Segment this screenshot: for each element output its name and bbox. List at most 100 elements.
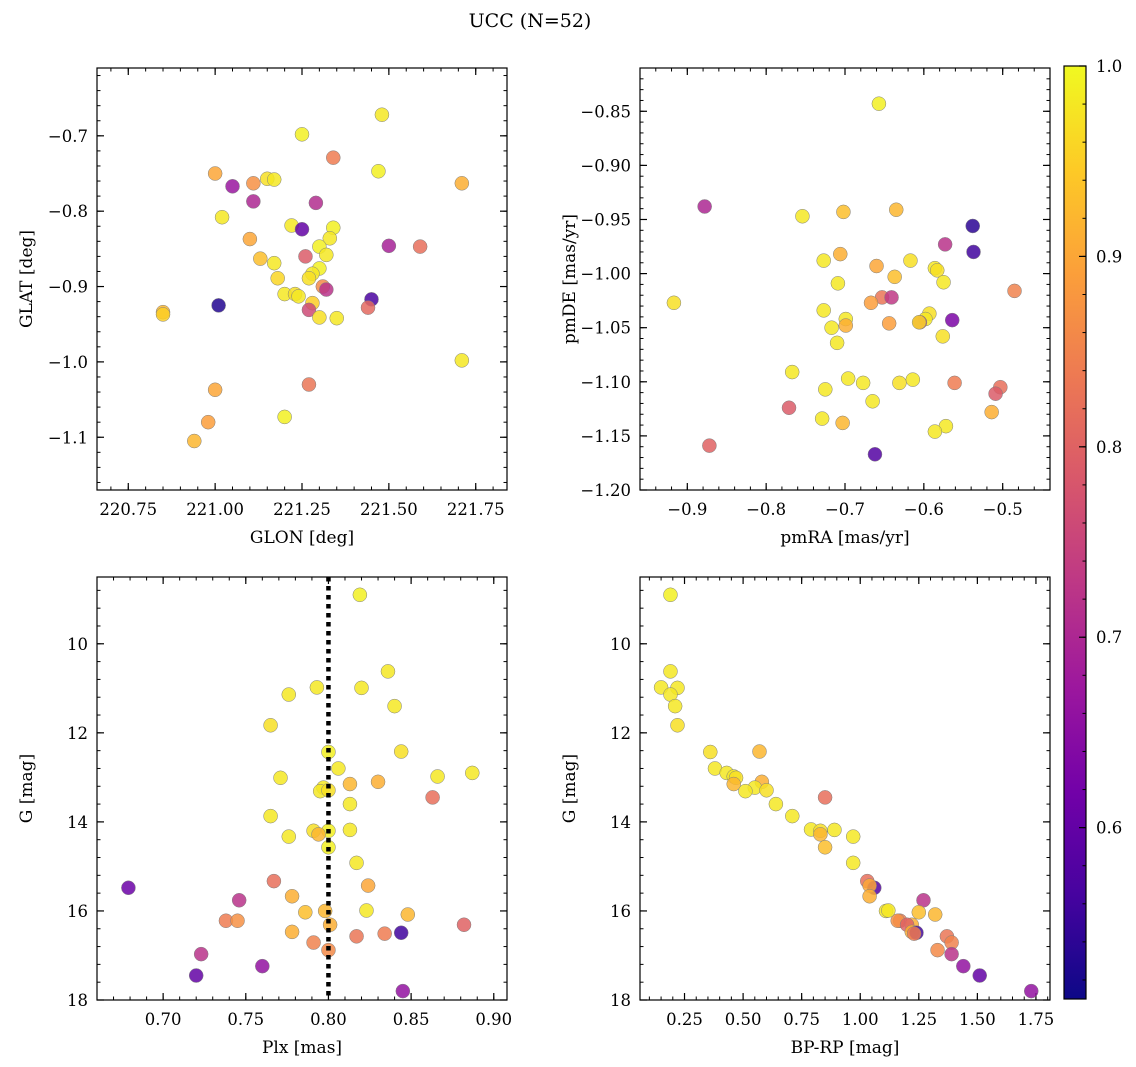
data-point: [784, 364, 800, 380]
data-point: [927, 424, 943, 439]
y-tick-label: 12: [610, 724, 631, 743]
data-point: [454, 353, 470, 368]
y-tick-label: −0.95: [580, 210, 631, 229]
data-point: [200, 414, 216, 430]
y-tick-label: 14: [610, 813, 631, 832]
data-point: [393, 925, 409, 941]
data-point: [863, 295, 879, 311]
y-tick-label: −0.8: [48, 202, 88, 221]
y-axis-label: G [mag]: [560, 754, 580, 823]
data-point: [814, 411, 830, 426]
data-point: [380, 664, 396, 679]
colorbar-tick-label: 1.0: [1096, 57, 1122, 76]
data-point: [155, 307, 171, 322]
major-ticks: [97, 577, 507, 1001]
data-point: [937, 237, 953, 252]
data-point: [824, 320, 839, 335]
data-point: [944, 946, 959, 962]
x-tick-label: 1.50: [959, 1010, 996, 1029]
data-point: [319, 282, 334, 297]
data-points: [653, 587, 1039, 999]
data-point: [246, 194, 261, 209]
data-point: [270, 270, 285, 286]
data-point: [298, 905, 313, 920]
x-tick-label: 1.25: [900, 1010, 937, 1029]
y-tick-label: −1.0: [48, 353, 88, 372]
x-tick-label: −0.6: [904, 500, 944, 519]
data-point: [387, 698, 402, 714]
data-point: [301, 302, 317, 318]
y-tick-label: 10: [67, 635, 88, 654]
data-point: [667, 698, 683, 714]
data-point: [871, 96, 887, 111]
data-point: [697, 199, 712, 214]
x-axis-label: pmRA [mas/yr]: [780, 528, 909, 548]
data-point: [889, 202, 904, 217]
data-point: [906, 926, 922, 941]
data-point: [281, 687, 297, 702]
data-point: [342, 822, 358, 838]
data-point: [817, 840, 833, 855]
data-point: [284, 924, 300, 940]
data-point: [795, 208, 810, 224]
scatter-panel-4: 0.25 0.50 0.75 1.00 1.25 1.50 1.75 10 12 14 16 18 BP…: [560, 576, 1054, 1058]
data-point: [956, 958, 971, 974]
data-point: [359, 903, 374, 918]
data-point: [702, 438, 717, 453]
data-point: [263, 808, 278, 824]
y-tick-label: −0.9: [48, 278, 88, 297]
colorbar-tick-label: 0.9: [1096, 247, 1122, 266]
x-tick-label: 221.50: [360, 500, 418, 519]
scatter-panel-3: 0.70 0.75 0.80 0.85 0.90 10 12 14 16 18 Plx [mas] G…: [17, 576, 512, 1058]
data-point: [833, 246, 848, 262]
data-point: [187, 433, 202, 449]
colorbar-gradient: [1064, 66, 1086, 999]
data-point: [370, 774, 386, 790]
data-point: [266, 873, 282, 889]
x-tick-label: 0.75: [783, 1010, 820, 1029]
data-point: [430, 769, 445, 784]
y-tick-label: 10: [610, 635, 631, 654]
data-point: [703, 744, 718, 760]
data-point: [207, 166, 223, 181]
data-point: [294, 222, 310, 237]
y-tick-label: −1.1: [48, 428, 88, 447]
data-point: [911, 315, 927, 330]
x-tick-label: −0.9: [667, 500, 707, 519]
data-point: [188, 968, 204, 983]
data-point: [892, 375, 907, 391]
data-point: [663, 664, 678, 679]
data-point: [319, 247, 334, 263]
y-tick-label: 12: [67, 724, 88, 743]
x-tick-label: 221.75: [447, 500, 505, 519]
minor-ticks: [96, 577, 507, 1001]
data-point: [393, 744, 409, 759]
data-point: [231, 893, 247, 908]
data-point: [230, 913, 245, 928]
data-point: [371, 163, 386, 179]
axes-frame: [639, 576, 1051, 1001]
major-ticks: [97, 68, 507, 490]
colorbar-frame: [1063, 65, 1087, 1000]
data-point: [291, 289, 306, 304]
data-point: [349, 929, 364, 944]
data-point: [360, 300, 376, 315]
y-tick-label: −1.10: [580, 373, 631, 392]
data-point: [911, 905, 927, 920]
data-point: [1007, 283, 1022, 299]
x-tick-label: 0.90: [475, 1010, 512, 1029]
data-points: [155, 107, 470, 449]
data-point: [867, 447, 883, 462]
data-point: [935, 329, 951, 344]
data-point: [836, 204, 851, 220]
data-point: [887, 269, 902, 285]
data-points: [666, 96, 1022, 462]
major-ticks: [640, 68, 1050, 491]
data-point: [936, 274, 951, 290]
data-point: [454, 176, 470, 191]
data-point: [726, 776, 741, 792]
data-point: [255, 958, 270, 974]
colorbar-tick-label: 0.7: [1096, 628, 1122, 647]
data-point: [374, 107, 390, 122]
